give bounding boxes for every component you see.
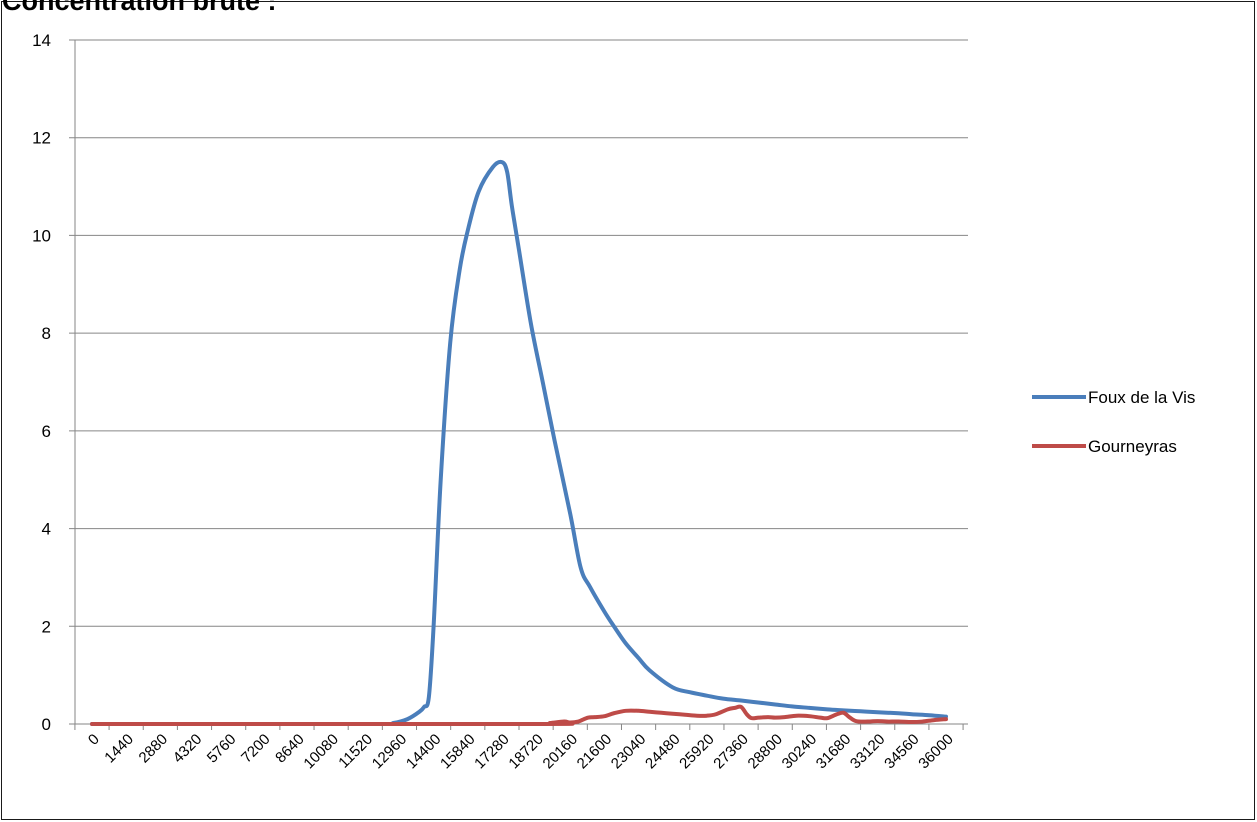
x-tick-label: 30240 bbox=[779, 731, 821, 773]
legend-label: Gourneyras bbox=[1088, 437, 1177, 456]
x-tick-label: 4320 bbox=[170, 731, 206, 767]
x-tick-label: 2880 bbox=[136, 731, 172, 767]
y-tick-label: 4 bbox=[42, 520, 51, 539]
x-tick-label: 36000 bbox=[915, 731, 957, 773]
x-tick-label: 23040 bbox=[608, 731, 650, 773]
y-tick-label: 12 bbox=[32, 129, 51, 148]
y-tick-label: 6 bbox=[42, 422, 51, 441]
y-tick-label: 2 bbox=[42, 617, 51, 636]
x-tick-label: 5760 bbox=[204, 731, 240, 767]
x-tick-label: 20160 bbox=[540, 731, 582, 773]
x-tick-label: 1440 bbox=[101, 731, 137, 767]
y-tick-label: 0 bbox=[42, 715, 51, 734]
x-tick-label: 25920 bbox=[676, 731, 718, 773]
y-tick-label: 14 bbox=[32, 31, 51, 50]
x-tick-label: 33120 bbox=[847, 731, 889, 773]
chart-title: Concentration brute : bbox=[2, 0, 277, 16]
x-axis-ticks: 0144028804320576072008640100801152012960… bbox=[74, 724, 964, 773]
x-tick-label: 34560 bbox=[881, 731, 923, 773]
legend: Foux de la Vis Gourneyras bbox=[1032, 388, 1195, 456]
x-tick-label: 12960 bbox=[369, 731, 411, 773]
x-tick-label: 28800 bbox=[745, 731, 787, 773]
x-tick-label: 15840 bbox=[437, 731, 479, 773]
x-tick-label: 31680 bbox=[813, 731, 855, 773]
legend-label: Foux de la Vis bbox=[1088, 388, 1195, 407]
x-tick-label: 21600 bbox=[574, 731, 616, 773]
grid-lines bbox=[69, 39, 968, 725]
x-tick-label: 27360 bbox=[710, 731, 752, 773]
x-tick-label: 24480 bbox=[642, 731, 684, 773]
y-tick-label: 8 bbox=[42, 324, 51, 343]
x-tick-label: 18720 bbox=[505, 731, 547, 773]
series-lines bbox=[90, 159, 948, 727]
x-tick-label: 14400 bbox=[403, 731, 445, 773]
x-tick-label: 10080 bbox=[300, 731, 342, 773]
x-tick-label: 17280 bbox=[471, 731, 513, 773]
y-axis-ticks: 0 2 4 6 8 10 12 14 bbox=[32, 31, 51, 734]
series-line-gourneyras bbox=[90, 704, 948, 727]
x-tick-label: 0 bbox=[85, 731, 103, 749]
series-line-foux-de-la-vis bbox=[90, 159, 948, 727]
x-tick-label: 11520 bbox=[335, 731, 376, 772]
x-tick-label: 7200 bbox=[238, 731, 274, 767]
y-tick-label: 10 bbox=[32, 226, 51, 245]
